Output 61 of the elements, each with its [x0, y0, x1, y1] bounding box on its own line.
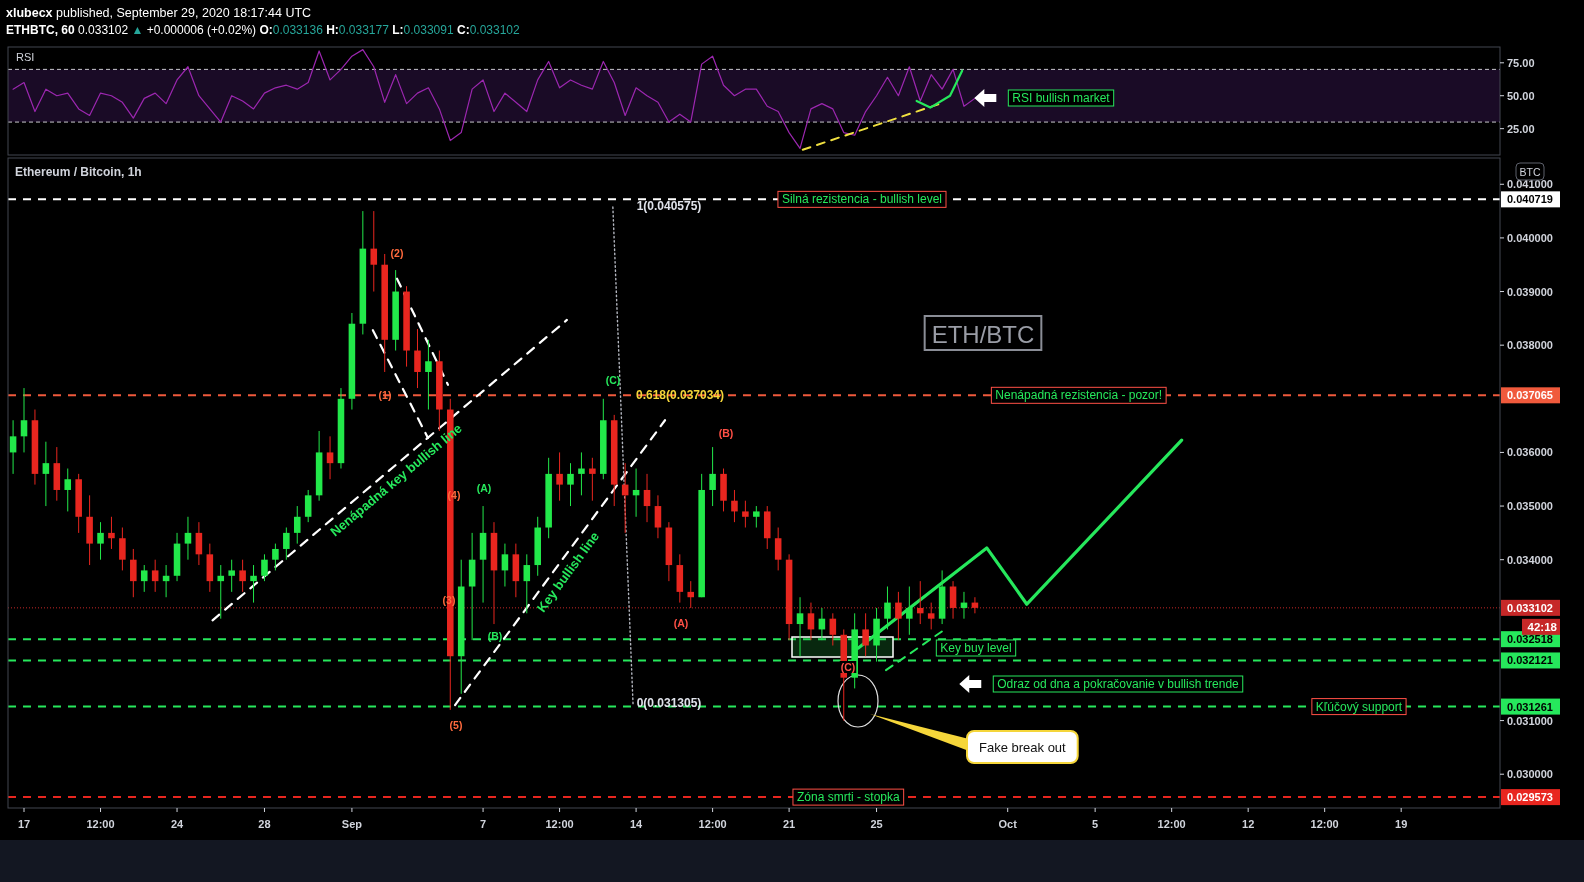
x-tick-label: 21	[782, 818, 796, 830]
x-tick-label: 12:00	[1310, 818, 1339, 830]
annotation: (A)	[673, 617, 689, 629]
x-tick-label: 12:00	[698, 818, 727, 830]
annotation: Kľúčový support	[1315, 699, 1403, 714]
y-tick-label: 50.00	[1507, 89, 1535, 102]
y-tick-label: 0.030000	[1507, 768, 1553, 781]
ref-line-label: 0.032121	[1507, 654, 1553, 667]
x-tick-label: Oct	[998, 818, 1018, 830]
annotation: (C)	[840, 661, 856, 673]
chart-title: xlubecx published, September 29, 2020 18:17:44 UTC	[6, 6, 312, 20]
x-tick-label: 14	[629, 818, 644, 830]
y-tick-label: 0.038000	[1507, 339, 1553, 352]
annotation: 1(0.040575)	[636, 199, 702, 213]
x-tick-label: 24	[170, 818, 185, 830]
y-tick-label: 0.035000	[1507, 500, 1553, 513]
y-axis-title: BTC	[1519, 166, 1541, 178]
ref-line-label: 0.033102	[1507, 601, 1553, 614]
annotation: (A)	[476, 482, 492, 494]
ref-line-label: 0.037065	[1507, 389, 1553, 402]
x-tick-label: Sep	[341, 818, 363, 830]
ref-line-label: 0.032518	[1507, 633, 1553, 646]
annotation: (B)	[718, 427, 734, 439]
annotation: ETH/BTC	[931, 320, 1035, 348]
ref-line-label: 0.031261	[1507, 700, 1553, 713]
text: 42:18	[1527, 620, 1558, 633]
annotation: Odraz od dna a pokračovanie v bullish trende	[997, 677, 1240, 691]
x-tick-label: 12:00	[1157, 818, 1186, 830]
y-tick-label: 0.031000	[1507, 714, 1553, 727]
y-tick-label: 75.00	[1507, 56, 1535, 69]
y-tick-label: 0.040000	[1507, 231, 1553, 244]
x-tick-label: 25	[870, 818, 883, 830]
y-tick-label: 25.00	[1507, 122, 1535, 135]
annotation: (5)	[449, 719, 463, 731]
text: Ethereum / Bitcoin, 1h	[15, 165, 142, 179]
ref-line-label: 0.029573	[1507, 791, 1553, 804]
y-tick-label: 0.036000	[1507, 446, 1553, 459]
ref-line-label: 0.040719	[1507, 193, 1553, 206]
y-tick-label: 0.041000	[1507, 178, 1553, 191]
y-tick-label: 0.034000	[1507, 553, 1553, 566]
annotation: Silná rezistencia - bullish level	[781, 192, 943, 207]
annotation: RSI	[16, 51, 35, 63]
x-tick-label: 12	[1242, 818, 1255, 830]
x-tick-label: 19	[1395, 818, 1408, 830]
x-tick-label: 7	[480, 818, 487, 830]
x-tick-label: 5	[1092, 818, 1099, 830]
annotation: RSI bullish market	[1012, 91, 1111, 105]
x-tick-label: 28	[258, 818, 271, 830]
x-tick-label: 12:00	[545, 818, 574, 830]
x-tick-label: 12:00	[86, 818, 115, 830]
annotation: (C)	[605, 374, 621, 386]
annotation: 0(0.031305)	[636, 696, 702, 710]
text: ETHBTC, 60 0.033102 ▲ +0.000006 (+0.02%) O:0.033136 H:0.033177 L:0.033091 C:0.033102	[6, 23, 520, 37]
annotation: Key buy level	[940, 641, 1012, 655]
annotation: Zóna smrti - stopka	[796, 790, 900, 805]
y-tick-label: 0.039000	[1507, 285, 1553, 298]
annotation: (2)	[390, 247, 404, 259]
annotation: Nenápadná rezistencia - pozor!	[995, 388, 1163, 403]
annotation: Fake break out	[979, 739, 1067, 755]
annotation: 0.618(0.037034)	[635, 388, 725, 402]
x-tick-label: 17	[17, 818, 31, 830]
